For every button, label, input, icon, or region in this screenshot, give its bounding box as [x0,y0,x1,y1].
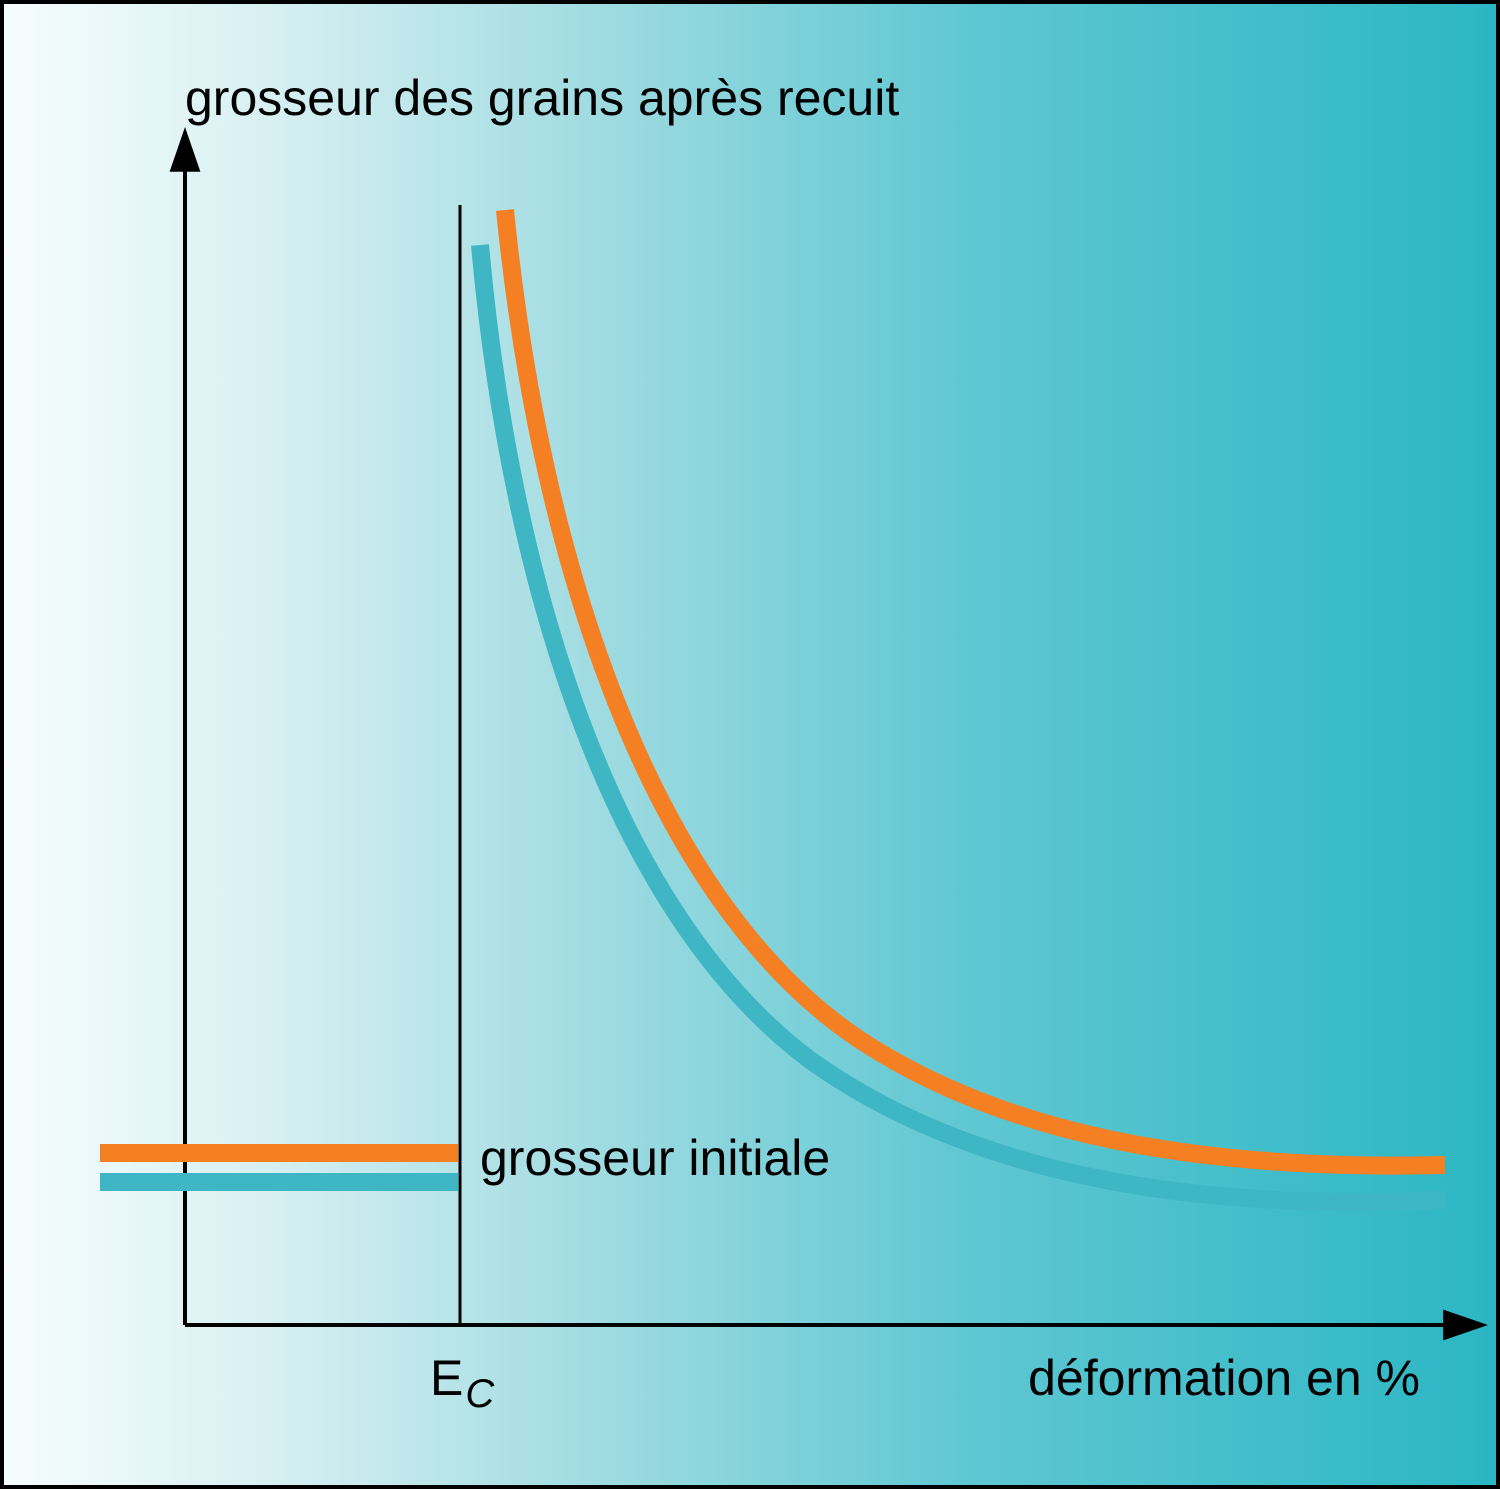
x-axis-title: déformation en % [1028,1350,1420,1406]
chart-frame: grosseur des grains après recuit déforma… [0,0,1500,1489]
chart-background [0,0,1500,1489]
initial-size-label: grosseur initiale [480,1130,830,1186]
y-axis-title: grosseur des grains après recuit [185,70,899,126]
ec-label-main: E [430,1350,463,1406]
ec-label-sub: C [465,1372,495,1416]
grain-size-chart: grosseur des grains après recuit déforma… [0,0,1500,1489]
